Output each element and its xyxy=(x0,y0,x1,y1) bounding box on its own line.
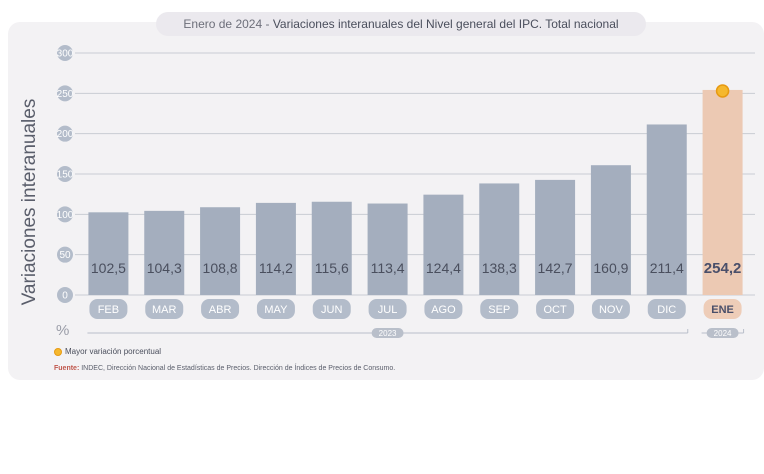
year-label: 2023 xyxy=(379,329,397,338)
bar-value-label: 142,7 xyxy=(538,260,573,276)
category-label: OCT xyxy=(543,304,567,316)
category-pill xyxy=(145,299,184,319)
unit-label: % xyxy=(56,322,70,339)
category-label: JUN xyxy=(321,304,342,316)
category-pill xyxy=(256,299,295,319)
category-label: JUL xyxy=(378,304,398,316)
y-tick-label: 300 xyxy=(57,49,74,60)
y-tick-label: 50 xyxy=(59,250,71,261)
year-pill xyxy=(371,328,404,338)
category-label: ABR xyxy=(209,304,232,316)
category-pill xyxy=(424,299,463,319)
bar xyxy=(311,201,352,295)
legend-marker-icon xyxy=(54,347,62,356)
bar-value-label: 104,3 xyxy=(147,260,182,276)
category-pill xyxy=(647,299,686,319)
chart-title-prefix: Enero de 2024 - xyxy=(183,17,273,31)
bar-value-label: 114,2 xyxy=(259,260,293,276)
y-tick-label: 200 xyxy=(57,129,74,140)
year-pill xyxy=(706,328,739,338)
y-tick-badge xyxy=(57,287,73,303)
y-tick-badge xyxy=(57,246,73,263)
category-pill xyxy=(201,299,240,319)
category-label: DIC xyxy=(657,304,676,316)
y-tick-badge xyxy=(57,206,73,223)
category-pill xyxy=(368,299,407,319)
bar xyxy=(646,124,687,295)
bar-value-label: 160,9 xyxy=(593,260,628,276)
category-label: ENE xyxy=(711,304,734,316)
legend-label: Mayor variación porcentual xyxy=(65,347,162,356)
bar xyxy=(590,165,631,295)
bar xyxy=(255,202,296,295)
year-label: 2024 xyxy=(714,329,732,338)
bar-value-label: 211,4 xyxy=(650,260,684,276)
bar xyxy=(367,203,408,295)
y-tick-badge xyxy=(57,85,73,102)
category-pill xyxy=(480,299,519,319)
chart-title: Enero de 2024 - Variaciones interanuales… xyxy=(156,12,646,36)
chart-title-main: Variaciones interanuales del Nivel gener… xyxy=(272,17,619,31)
y-tick-label: 150 xyxy=(57,170,74,181)
legend: Mayor variación porcentual xyxy=(54,347,161,356)
bar-value-label: 108,8 xyxy=(203,260,238,276)
bar-value-label: 138,3 xyxy=(482,260,517,276)
category-pill xyxy=(591,299,630,319)
bar-value-label: 113,4 xyxy=(371,260,405,276)
category-label: MAY xyxy=(264,304,288,316)
category-label: AGO xyxy=(431,304,456,316)
y-tick-label: 250 xyxy=(57,89,74,100)
y-tick-badge xyxy=(57,125,73,142)
bar-value-label: 102,5 xyxy=(91,260,126,276)
bar xyxy=(144,210,185,295)
category-label: MAR xyxy=(152,304,177,316)
category-pill xyxy=(312,299,351,319)
bar xyxy=(423,194,464,295)
category-pill xyxy=(703,299,742,319)
max-marker-icon xyxy=(715,84,730,98)
bar xyxy=(200,207,241,295)
y-tick-badge xyxy=(57,45,73,61)
source-label: Fuente: xyxy=(54,365,80,372)
bar-highlight xyxy=(702,89,743,295)
chart-card xyxy=(8,22,764,380)
bar-value-label: 115,6 xyxy=(315,260,349,276)
source-note: Fuente: INDEC, Dirección Nacional de Est… xyxy=(54,365,395,372)
category-label: SEP xyxy=(488,304,510,316)
bar-value-label: 124,4 xyxy=(426,260,461,276)
bar xyxy=(535,179,576,295)
source-text: INDEC, Dirección Nacional de Estadística… xyxy=(79,365,396,372)
bar xyxy=(479,183,520,295)
category-pill xyxy=(89,299,128,319)
category-pill xyxy=(536,299,575,319)
y-tick-label: 0 xyxy=(62,291,68,302)
category-label: FEB xyxy=(98,304,119,316)
y-tick-label: 100 xyxy=(57,210,74,221)
y-tick-badge xyxy=(57,166,73,182)
category-label: NOV xyxy=(599,304,624,316)
bar xyxy=(88,212,129,295)
bar-value-label: 254,2 xyxy=(704,260,742,277)
